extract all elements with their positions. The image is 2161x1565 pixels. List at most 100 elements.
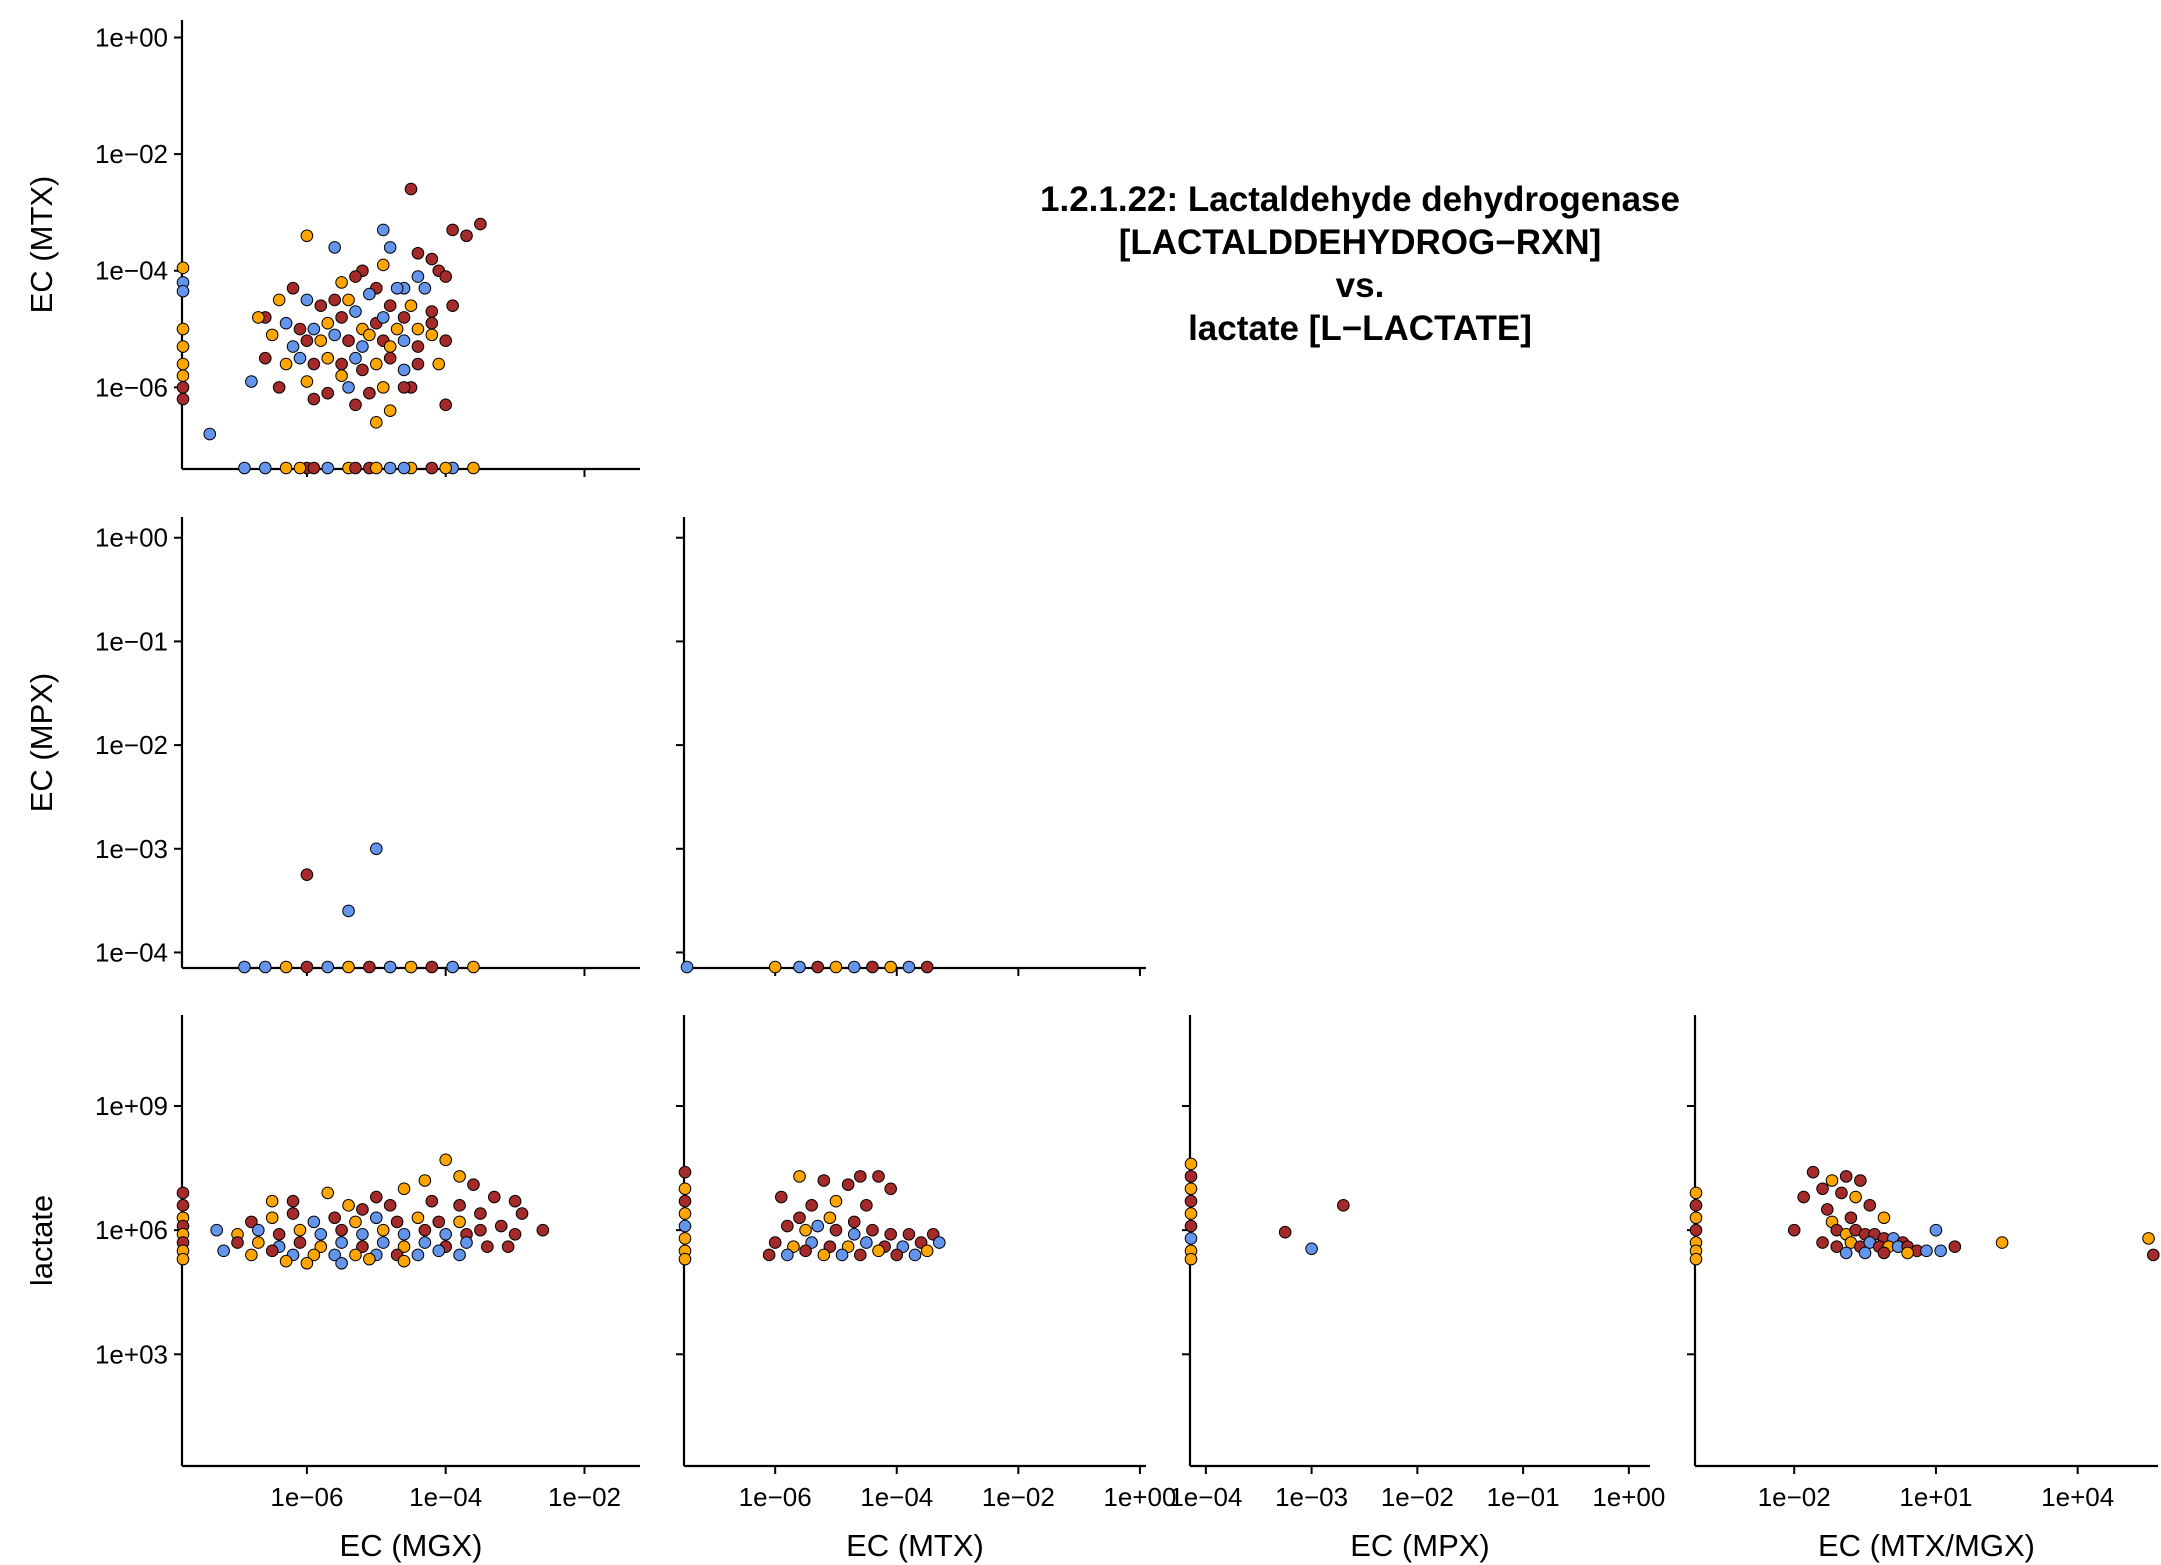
data-point	[817, 1174, 831, 1187]
y-tick-label: 1e+00	[95, 523, 168, 553]
data-point	[453, 1170, 466, 1183]
data-point	[508, 1194, 522, 1208]
data-point	[376, 258, 390, 272]
data-point	[872, 1170, 885, 1183]
axis-point	[678, 1194, 692, 1208]
data-point	[279, 357, 293, 371]
zero-point	[279, 960, 293, 974]
data-point	[1816, 1236, 1829, 1249]
data-point	[390, 1215, 404, 1229]
data-point	[439, 1153, 452, 1167]
data-point	[774, 1190, 788, 1204]
data-point	[508, 1227, 522, 1241]
data-point	[1920, 1244, 1933, 1258]
data-point	[474, 217, 487, 231]
data-point	[481, 1240, 494, 1254]
data-point	[411, 322, 425, 336]
data-point	[841, 1178, 855, 1191]
data-point	[314, 1227, 328, 1241]
data-point	[349, 270, 362, 283]
data-point	[342, 334, 355, 348]
axis-point	[1689, 1223, 1703, 1237]
data-point	[1863, 1199, 1877, 1212]
data-point	[1278, 1225, 1292, 1239]
panel-5: 1e−06 1e−04 1e−02 1e+00 EC (MTX)	[676, 1015, 1176, 1563]
data-point	[1858, 1246, 1872, 1260]
data-point	[370, 357, 383, 371]
zero-point	[307, 461, 321, 475]
data-point	[383, 299, 397, 313]
data-point	[1877, 1211, 1891, 1225]
data-point	[293, 322, 307, 336]
axis-point	[176, 261, 190, 275]
panel-6: 1e−04 1e−03 1e−02 1e−01 1e+00 EC (MPX)	[1169, 1015, 1665, 1563]
data-point	[1877, 1246, 1891, 1260]
data-point	[265, 1211, 279, 1225]
data-point	[293, 351, 307, 365]
axis-point	[1184, 1232, 1198, 1245]
x-tick-label: 1e+00	[1592, 1482, 1665, 1512]
data-point	[342, 381, 355, 394]
axis-point	[1184, 1170, 1198, 1183]
data-point	[383, 1199, 397, 1212]
data-point	[793, 1170, 806, 1183]
data-point	[265, 1244, 279, 1258]
zero-point	[383, 960, 397, 974]
x-tick-label: 1e+00	[1103, 1482, 1176, 1512]
data-point	[272, 1227, 286, 1241]
y-tick-label: 1e−04	[95, 256, 168, 286]
data-point	[335, 1236, 348, 1249]
data-point	[515, 1207, 529, 1220]
axis-point	[176, 1199, 190, 1212]
data-point	[933, 1236, 946, 1249]
data-point	[847, 1227, 861, 1241]
data-point	[252, 1236, 265, 1249]
x-tick-label: 1e+01	[1899, 1482, 1972, 1512]
data-point	[397, 1182, 411, 1196]
data-point	[383, 241, 397, 254]
data-point	[300, 375, 314, 388]
axis-point	[1689, 1252, 1703, 1266]
data-point	[866, 1223, 879, 1237]
axis-point	[176, 369, 190, 383]
data-point	[321, 1186, 335, 1200]
zero-point	[866, 960, 879, 974]
data-point	[370, 1190, 383, 1204]
data-point	[474, 1223, 487, 1237]
data-point	[272, 381, 286, 394]
data-point	[328, 241, 341, 254]
zero-point	[793, 960, 806, 974]
data-point	[890, 1248, 904, 1262]
axis-point	[1184, 1157, 1198, 1171]
data-point	[474, 1207, 487, 1220]
data-point	[370, 1211, 383, 1225]
axis-point	[176, 1252, 190, 1266]
data-point	[342, 1199, 355, 1212]
data-point	[356, 340, 369, 353]
data-point	[853, 1170, 867, 1183]
data-point	[411, 246, 425, 260]
data-point	[397, 381, 411, 394]
data-point	[425, 316, 439, 330]
data-point	[349, 1248, 362, 1262]
data-point	[376, 1223, 390, 1237]
data-point	[762, 1248, 776, 1262]
panel-3	[676, 517, 1146, 976]
data-point	[432, 357, 446, 371]
data-point	[293, 1236, 307, 1249]
data-point	[411, 340, 425, 353]
x-axis-title: EC (MTX)	[846, 1528, 984, 1563]
panel-1: 1e+00 1e−02 1e−04 1e−06 EC (MTX)	[24, 20, 640, 477]
zero-point	[425, 960, 439, 974]
zero-point	[363, 960, 376, 974]
x-tick-label: 1e+04	[2041, 1482, 2114, 1512]
axis-point	[1184, 1194, 1198, 1208]
data-point	[383, 351, 397, 365]
title-line-3: vs.	[1336, 266, 1385, 305]
data-point	[920, 1244, 934, 1258]
x-tick-label: 1e−03	[1275, 1482, 1348, 1512]
y-tick-label: 1e+09	[95, 1091, 168, 1121]
axis-point	[176, 1186, 190, 1200]
data-point	[411, 270, 425, 283]
